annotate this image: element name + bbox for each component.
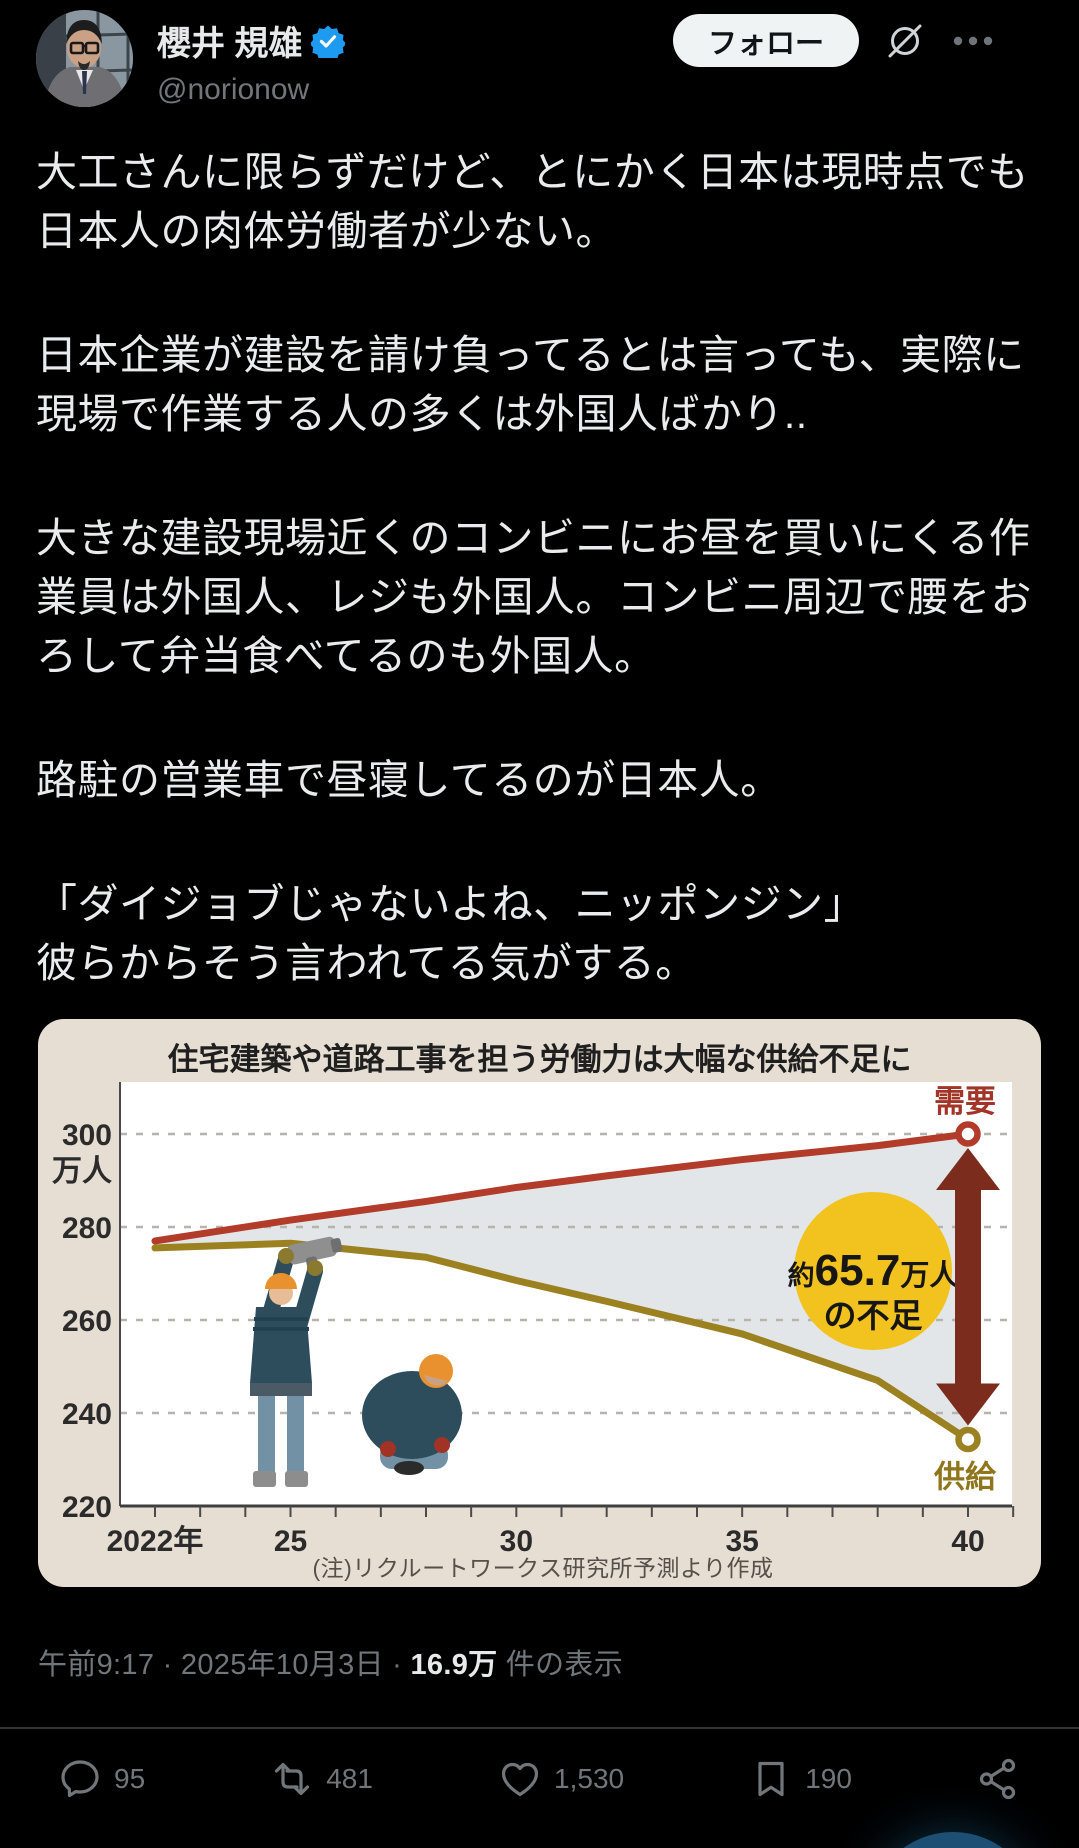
views-label: 件の表示 xyxy=(497,1649,623,1681)
construction-workers-illustration xyxy=(250,1236,462,1487)
tweet-paragraph: 日本企業が建設を請け負ってるとは言っても、実際に現場で作業する人の多くは外国人ば… xyxy=(36,332,1025,437)
tweet-paragraph: 「ダイジョブじゃないよね、ニッポンジン」 彼らからそう言われてる気がする。 xyxy=(36,881,866,986)
timestamp: 午前9:17 · 2025年10月3日 · xyxy=(38,1649,411,1681)
user-handle[interactable]: @norionow xyxy=(157,73,310,106)
avatar[interactable] xyxy=(36,10,133,107)
standing-worker xyxy=(250,1236,343,1487)
svg-text:260: 260 xyxy=(62,1305,112,1338)
user-identity: 櫻井 規雄 @norionow xyxy=(157,10,673,107)
like-button[interactable]: 1,530 xyxy=(498,1757,624,1801)
svg-text:の不足: の不足 xyxy=(824,1297,923,1334)
bookmark-button[interactable]: 190 xyxy=(749,1757,852,1801)
header-actions: フォロー xyxy=(672,10,995,67)
follow-button[interactable]: フォロー xyxy=(672,14,859,67)
share-icon xyxy=(979,1758,1016,1800)
grok-icon[interactable] xyxy=(883,19,927,63)
reply-button[interactable]: 95 xyxy=(58,1757,145,1801)
verified-badge-icon xyxy=(311,25,346,58)
action-bar: 95 481 1,530 190 xyxy=(0,1729,1079,1801)
like-icon xyxy=(501,1762,539,1797)
svg-text:約65.7万人: 約65.7万人 xyxy=(788,1246,959,1295)
svg-text:供給: 供給 xyxy=(933,1460,997,1495)
svg-text:280: 280 xyxy=(62,1212,112,1245)
display-name[interactable]: 櫻井 規雄 xyxy=(157,25,303,63)
divider xyxy=(0,1727,1079,1729)
svg-text:300: 300 xyxy=(62,1119,112,1152)
repost-icon xyxy=(275,1762,310,1796)
reply-icon xyxy=(61,1760,99,1798)
like-count: 1,530 xyxy=(554,1763,625,1794)
tweet-header: 櫻井 規雄 @norionow フォロー xyxy=(0,0,1079,107)
share-button[interactable] xyxy=(977,1757,1021,1801)
views-count: 16.9万 xyxy=(410,1649,498,1681)
tweet-paragraph: 大きな建設現場近くのコンビニにお昼を買いにくる作業員は外国人、レジも外国人。コン… xyxy=(36,515,1032,679)
bookmark-icon xyxy=(758,1761,784,1797)
svg-text:35: 35 xyxy=(725,1525,758,1558)
tweet-paragraph: 大工さんに限らずだけど、とにかく日本は現時点でも日本人の肉体労働者が少ない。 xyxy=(36,149,1029,254)
bookmark-count: 190 xyxy=(805,1763,852,1794)
svg-text:220: 220 xyxy=(62,1491,112,1524)
avatar-image xyxy=(36,10,133,107)
crouching-worker xyxy=(362,1354,462,1475)
floating-action-button[interactable] xyxy=(868,1832,1038,1848)
svg-text:需要: 需要 xyxy=(934,1084,996,1119)
tweet-text: 大工さんに限らずだけど、とにかく日本は現時点でも日本人の肉体労働者が少ない。 日… xyxy=(0,143,1079,993)
svg-text:25: 25 xyxy=(274,1525,307,1558)
tweet-paragraph: 路駐の営業車で昼寝してるのが日本人。 xyxy=(36,757,782,803)
repost-count: 481 xyxy=(326,1763,373,1794)
chart-title: 住宅建築や道路工事を担う労働力は大幅な供給不足に xyxy=(167,1042,912,1077)
tweet-image-card[interactable]: 住宅建築や道路工事を担う労働力は大幅な供給不足に xyxy=(38,1019,1041,1587)
repost-button[interactable]: 481 xyxy=(270,1757,373,1801)
reply-count: 95 xyxy=(114,1763,146,1794)
timestamp-views: 午前9:17 · 2025年10月3日 · 16.9万 件の表示 xyxy=(38,1641,1041,1683)
svg-text:万人: 万人 xyxy=(52,1155,112,1188)
chart-note: (注)リクルートワークス研究所予測より作成 xyxy=(313,1555,774,1581)
svg-text:2022年: 2022年 xyxy=(107,1525,204,1558)
svg-text:240: 240 xyxy=(62,1398,112,1431)
more-options-icon[interactable] xyxy=(951,19,995,63)
svg-text:30: 30 xyxy=(500,1525,533,1558)
svg-text:40: 40 xyxy=(951,1525,984,1558)
